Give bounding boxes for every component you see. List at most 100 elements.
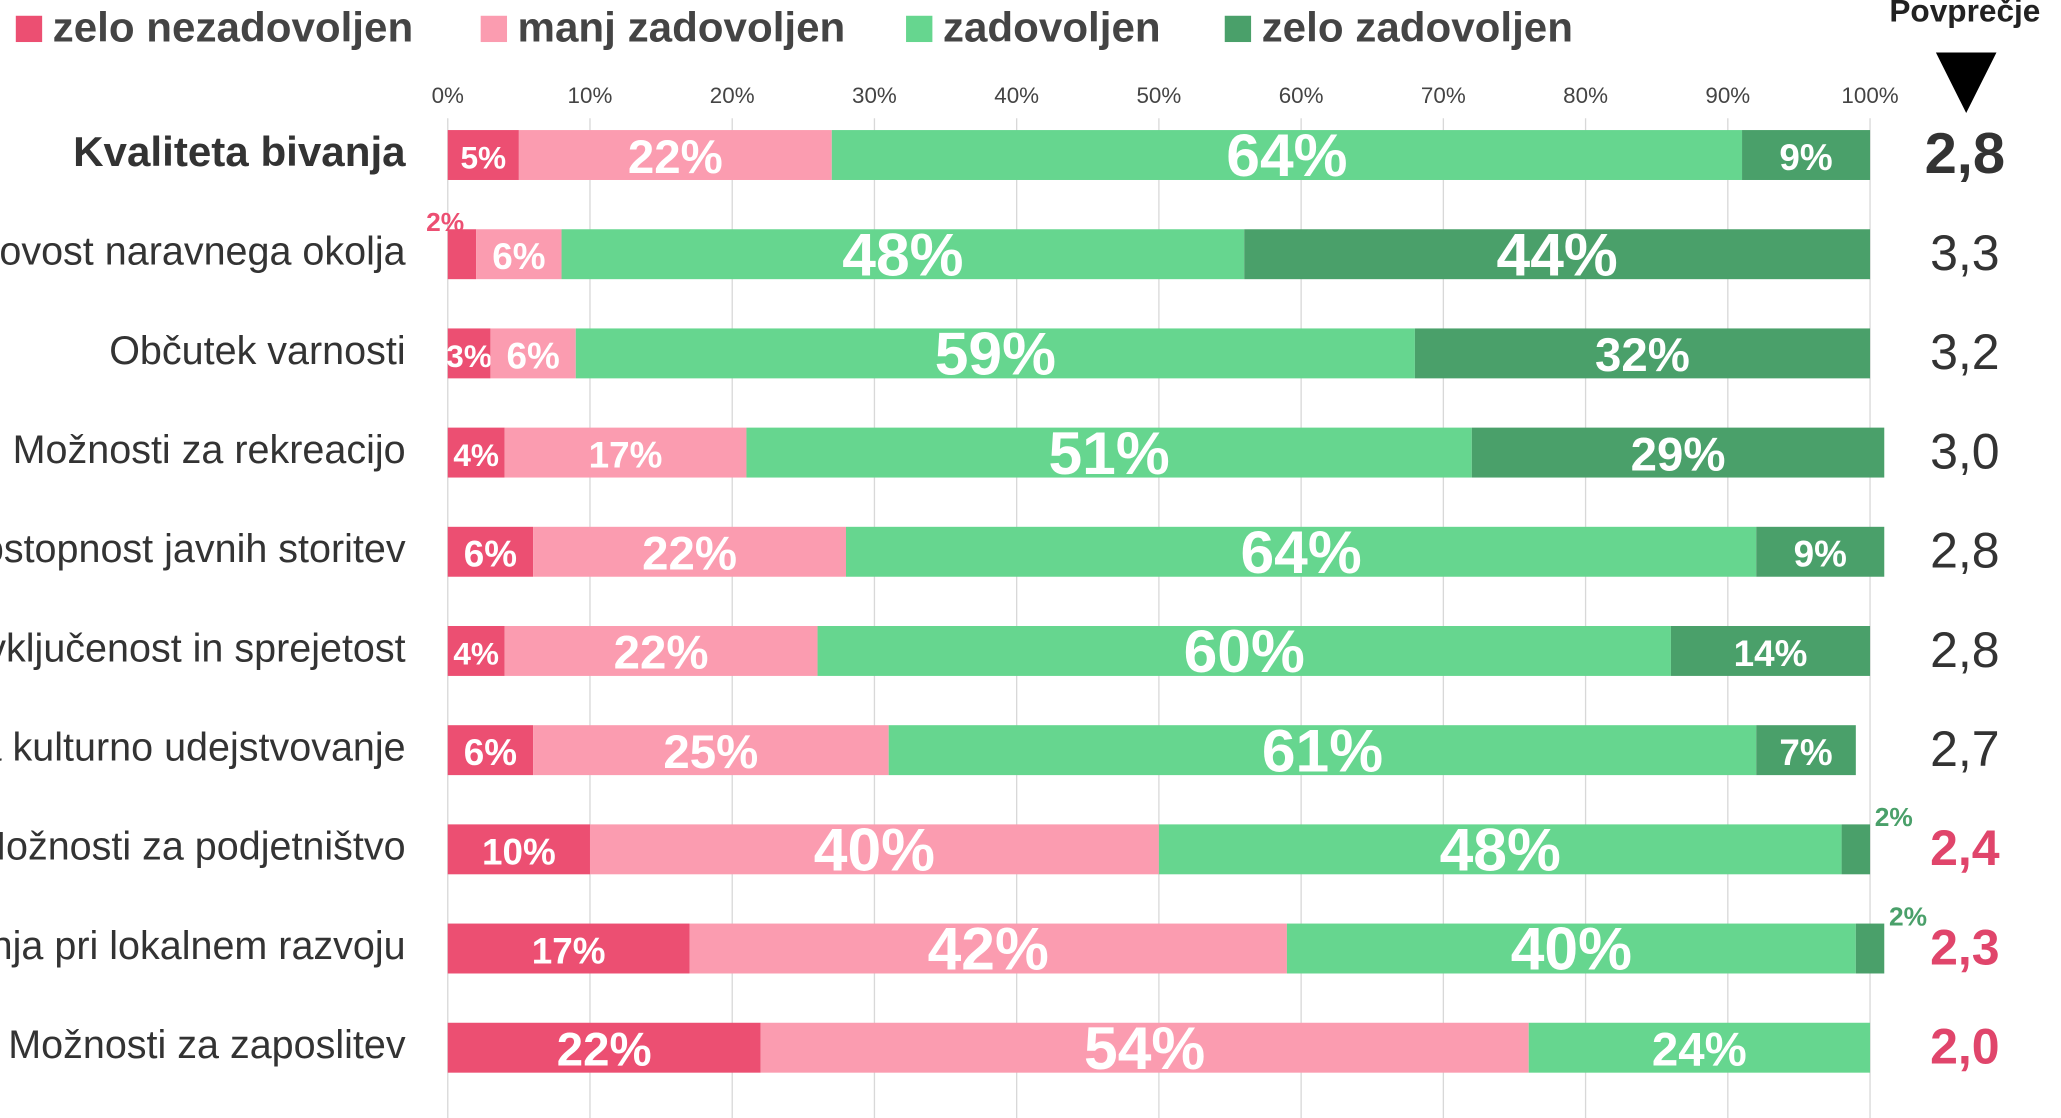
legend-label: zelo zadovoljen — [1262, 3, 1573, 50]
category-label: ostopnost javnih storitev — [0, 527, 406, 571]
bar-segment — [447, 130, 519, 180]
legend-label: manj zadovoljen — [518, 3, 846, 50]
average-value: 2,0 — [1930, 1019, 2000, 1075]
average-value: 2,3 — [1930, 919, 2000, 975]
value-label: 6% — [506, 335, 559, 376]
value-label: 22% — [642, 528, 737, 581]
value-label: 4% — [453, 636, 499, 672]
bar-segment — [447, 725, 534, 776]
legend-label: zadovoljen — [943, 3, 1161, 50]
x-tick-label: 20% — [710, 83, 755, 108]
bar-segment — [490, 328, 576, 379]
bar-segment — [447, 526, 534, 577]
bar-segment — [1286, 923, 1856, 974]
bar-segment — [1756, 526, 1885, 577]
x-tick-label: 80% — [1563, 83, 1608, 108]
x-tick-label: 90% — [1705, 83, 1750, 108]
value-label: 54% — [1084, 1014, 1205, 1082]
value-label: 60% — [1184, 617, 1305, 685]
value-label: 24% — [1652, 1024, 1747, 1077]
value-label: 4% — [453, 437, 499, 473]
value-label: 48% — [842, 220, 963, 288]
average-value: 2,8 — [1930, 523, 2000, 579]
average-value: 2,8 — [1930, 622, 2000, 678]
average-value: 3,0 — [1930, 423, 2000, 479]
legend-label: zelo nezadovoljen — [53, 3, 414, 50]
average-arrow — [1935, 52, 1997, 113]
bar-segment — [447, 229, 477, 280]
bar-segment — [533, 526, 846, 577]
value-label: 32% — [1595, 329, 1690, 382]
bar-segment — [589, 824, 1159, 875]
x-tick-label: 0% — [432, 83, 464, 108]
bar-segment — [533, 725, 889, 776]
value-label: 42% — [928, 915, 1049, 983]
value-label: 51% — [1049, 419, 1170, 487]
bar-segment — [476, 229, 562, 280]
value-label: 17% — [532, 931, 606, 972]
legend-swatch — [15, 15, 43, 43]
x-tick-label: 70% — [1421, 83, 1466, 108]
value-label: 61% — [1262, 716, 1383, 784]
average-value: 3,2 — [1930, 324, 2000, 380]
x-tick-label: 40% — [994, 83, 1039, 108]
bar-segment — [447, 824, 590, 875]
bar-segment — [888, 725, 1757, 776]
bar-segment — [447, 923, 690, 974]
bar-segment — [689, 923, 1287, 974]
value-label: 25% — [663, 726, 758, 779]
value-label: 9% — [1794, 534, 1847, 575]
bar-segment — [518, 130, 832, 180]
category-label: Možnosti za podjetništvo — [0, 825, 406, 869]
bar-segment — [831, 130, 1743, 180]
value-label: 64% — [1241, 518, 1362, 586]
category-label: vključenost in sprejetost — [0, 626, 406, 670]
value-label: 2% — [426, 207, 464, 237]
bar-segment — [1742, 130, 1871, 180]
value-label: 14% — [1734, 633, 1808, 674]
legend-swatch — [480, 15, 508, 43]
value-label: 59% — [935, 320, 1056, 388]
value-label: 6% — [464, 534, 517, 575]
legend-swatch — [1224, 15, 1252, 43]
value-label: 9% — [1779, 137, 1832, 178]
bar-segment — [447, 328, 491, 379]
x-tick-label: 60% — [1279, 83, 1324, 108]
category-label: nja pri lokalnem razvoju — [0, 924, 406, 968]
average-title: Povprečje — [1889, 0, 2040, 28]
bar-segment — [1471, 427, 1885, 478]
x-tick-label: 100% — [1841, 83, 1898, 108]
average-value: 2,7 — [1930, 721, 2000, 777]
value-label: 48% — [1440, 816, 1561, 884]
bar-segment — [504, 626, 818, 676]
bar-segment — [447, 427, 505, 478]
category-label: Kvaliteta bivanja — [73, 128, 406, 175]
category-label: a kulturno udejstvovanje — [0, 726, 406, 770]
average-value: 2,4 — [1930, 820, 2000, 876]
value-label: 7% — [1779, 732, 1832, 773]
bar-segment — [447, 1022, 761, 1073]
bar-segment — [447, 626, 505, 676]
value-label: 17% — [589, 435, 663, 476]
bar-segment — [561, 229, 1245, 280]
bar-segment — [1158, 824, 1842, 875]
value-label: 64% — [1226, 121, 1347, 189]
bar-segment — [1756, 725, 1856, 776]
bar-segment — [817, 626, 1671, 676]
value-label: 22% — [614, 627, 709, 680]
bar-segment — [1670, 626, 1871, 676]
bar-segment — [1414, 328, 1871, 379]
value-label: 10% — [482, 831, 556, 872]
value-label: 22% — [557, 1024, 652, 1077]
bar-segment — [760, 1022, 1529, 1073]
legend-swatch — [906, 15, 933, 43]
category-label: Možnosti za zaposlitev — [8, 1023, 406, 1067]
value-label: 22% — [628, 131, 723, 184]
category-label: Možnosti za rekreacijo — [13, 428, 406, 472]
value-label: 6% — [464, 732, 517, 773]
bar-segment — [504, 427, 747, 478]
value-label: 3% — [446, 338, 492, 374]
value-label: 2% — [1889, 901, 1927, 931]
value-label: 29% — [1631, 428, 1726, 481]
